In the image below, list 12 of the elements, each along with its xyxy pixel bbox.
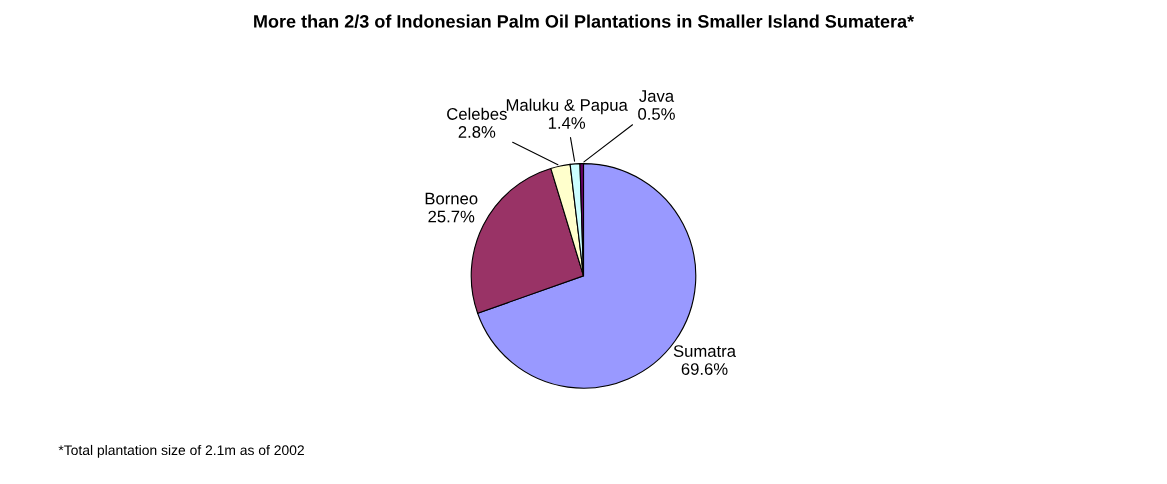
- slice-label: Maluku & Papua: [506, 98, 628, 115]
- data-label: 25.7%: [428, 210, 475, 223]
- data-label: 69.6%: [681, 363, 728, 375]
- data-label: 0.5%: [638, 108, 675, 120]
- slice-label: Sumatra: [673, 345, 736, 357]
- text: *Total plantation size of 2.1m as of 2002: [58, 444, 304, 458]
- slice-label: Borneo: [425, 192, 478, 205]
- slice-label: Java: [639, 90, 675, 102]
- slice-label: Celebes: [447, 107, 507, 120]
- chart-title: More than 2/3 of Indonesian Palm Oil Plantations in Smaller Island Sumatera*: [254, 14, 915, 28]
- data-label: 2.8%: [458, 126, 496, 138]
- data-label: 1.4%: [548, 117, 586, 129]
